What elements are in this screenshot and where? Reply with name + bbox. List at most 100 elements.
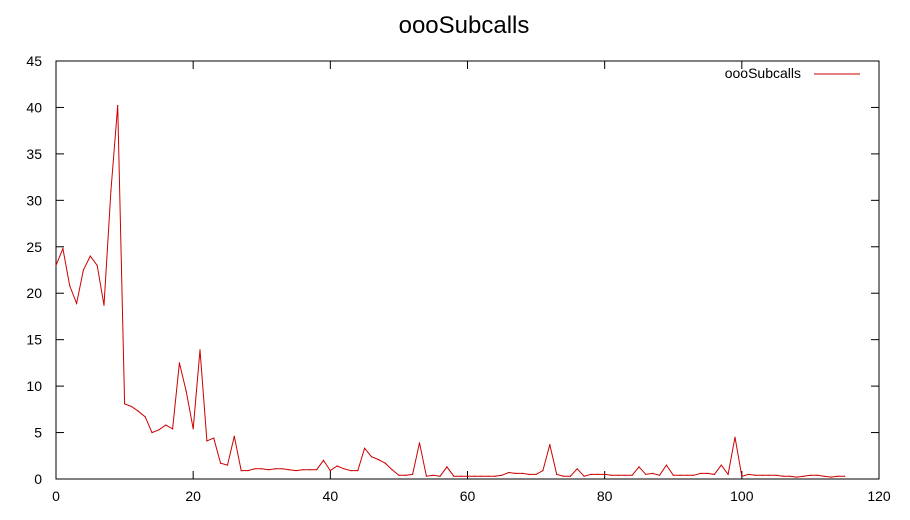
data-point: [199, 349, 201, 351]
data-point: [96, 264, 98, 266]
data-point: [514, 472, 517, 474]
data-point: [364, 447, 366, 449]
data-point: [350, 470, 352, 472]
data-point: [494, 475, 496, 477]
data-point: [329, 470, 331, 472]
data-point: [192, 428, 194, 430]
data-point: [405, 474, 407, 476]
data-point: [439, 475, 441, 477]
y-tick-label: 35: [26, 146, 42, 162]
data-point: [665, 464, 668, 466]
data-point: [809, 474, 812, 476]
data-point: [542, 470, 544, 472]
data-point: [782, 475, 784, 477]
data-point: [322, 459, 325, 461]
data-point: [357, 470, 359, 472]
data-point: [172, 428, 174, 430]
data-point: [370, 456, 373, 458]
data-point: [288, 469, 290, 471]
data-point: [274, 468, 277, 470]
data-point: [62, 248, 64, 250]
data-point: [103, 304, 105, 306]
data-point: [713, 473, 716, 475]
x-tick-label: 60: [460, 488, 476, 504]
x-tick-label: 120: [867, 488, 891, 504]
data-point: [117, 105, 119, 107]
data-point: [466, 475, 469, 477]
data-point: [734, 436, 736, 438]
data-point: [706, 472, 709, 474]
y-tick-label: 30: [26, 192, 42, 208]
x-tick-label: 40: [323, 488, 339, 504]
data-point: [418, 442, 421, 444]
chart-title: oooSubcalls: [399, 12, 530, 39]
data-point: [178, 362, 180, 364]
data-point: [761, 474, 764, 476]
data-point: [679, 474, 681, 476]
data-point: [432, 474, 434, 476]
data-point: [110, 190, 112, 192]
data-point: [844, 475, 846, 477]
data-point: [796, 476, 798, 478]
y-tick-label: 15: [26, 332, 42, 348]
data-point: [151, 432, 153, 434]
data-point: [638, 466, 640, 468]
data-point: [617, 474, 620, 476]
plot-frame: [55, 60, 880, 480]
data-point: [206, 440, 208, 442]
data-point: [754, 474, 757, 476]
data-point: [220, 462, 222, 464]
series-layer: [55, 105, 846, 478]
data-point: [295, 470, 297, 472]
x-tick-label: 0: [52, 488, 60, 504]
y-tick-label: 0: [34, 471, 42, 487]
data-point: [610, 474, 613, 476]
series-line-oooSubcalls: [55, 105, 845, 478]
y-tick-label: 20: [26, 285, 42, 301]
data-point: [89, 255, 91, 257]
y-tick-label: 45: [26, 53, 42, 69]
data-point: [823, 475, 825, 477]
data-point: [768, 474, 770, 476]
data-point: [398, 474, 400, 476]
data-point: [226, 464, 229, 466]
data-point: [213, 437, 215, 439]
data-point: [377, 458, 379, 461]
data-point: [69, 285, 71, 287]
data-point: [748, 473, 750, 475]
data-point: [569, 475, 572, 477]
data-point: [652, 472, 654, 474]
data-point: [816, 474, 818, 476]
data-point: [727, 473, 729, 475]
legend-label-oooSubcalls: oooSubcalls: [725, 65, 801, 81]
y-tick-label: 10: [26, 378, 42, 394]
data-point: [425, 475, 427, 477]
data-point: [55, 264, 57, 266]
data-point: [535, 473, 537, 475]
data-point: [501, 474, 503, 476]
data-point: [384, 462, 386, 464]
data-point: [446, 466, 448, 468]
data-point: [700, 472, 702, 474]
data-point: [658, 474, 661, 476]
data-point: [247, 470, 249, 472]
data-point: [631, 474, 633, 476]
data-point: [76, 302, 78, 304]
data-point: [686, 474, 688, 476]
data-point: [604, 473, 606, 475]
axes: [55, 60, 880, 480]
data-point: [254, 468, 256, 470]
y-tick-label: 5: [34, 425, 42, 441]
data-point: [144, 416, 146, 418]
data-point: [480, 475, 482, 477]
tick-marks: [55, 60, 880, 480]
data-point: [741, 475, 743, 477]
data-point: [775, 474, 777, 476]
x-tick-label: 100: [730, 488, 754, 504]
data-point: [693, 474, 695, 476]
y-tick-label: 25: [26, 239, 42, 255]
data-point: [268, 469, 270, 471]
data-point: [412, 473, 414, 475]
data-point: [508, 471, 510, 474]
